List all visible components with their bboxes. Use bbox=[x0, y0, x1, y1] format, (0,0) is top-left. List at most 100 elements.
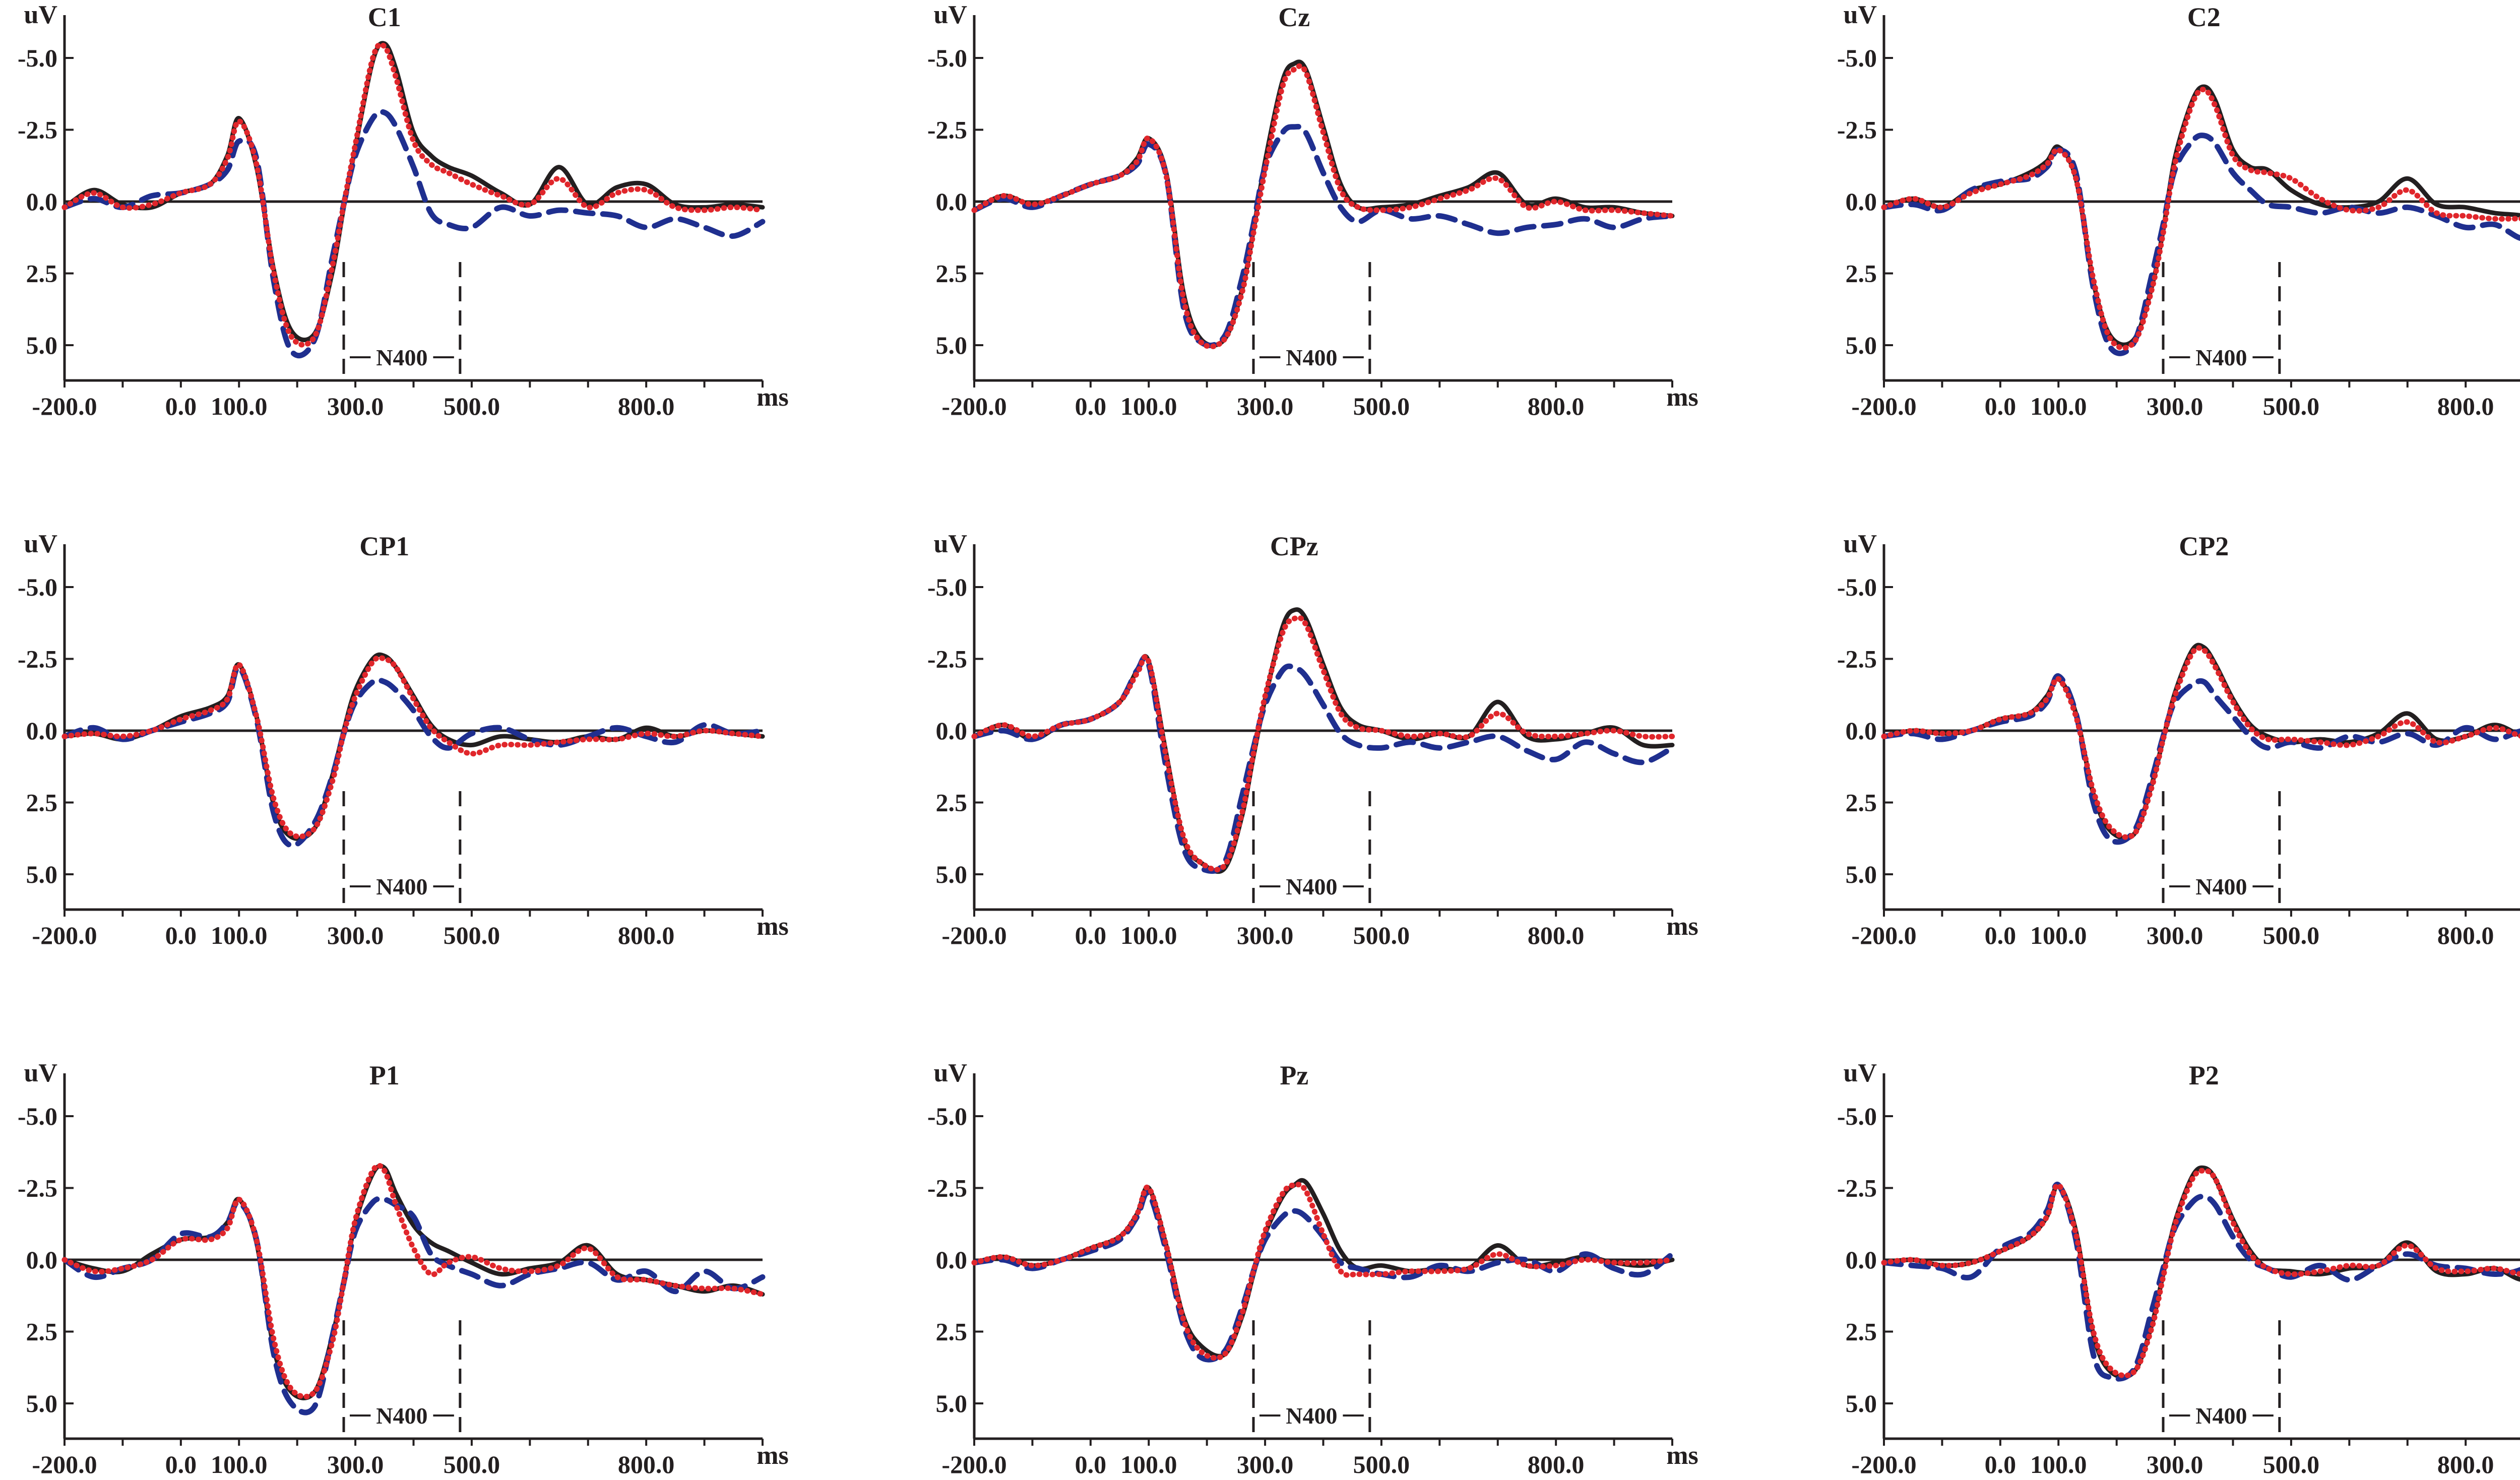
x-tick-label: 300.0 bbox=[1237, 1450, 1294, 1478]
waveform-dashed bbox=[61, 1196, 766, 1415]
erp-panel-cp1: -5.0 -2.5 0.0 2.5 5.0 uV -200.0 0.0 100.0 300.0 50… bbox=[18, 530, 789, 949]
n400-window-label: N400 bbox=[376, 874, 427, 899]
x-tick-label: -200.0 bbox=[1851, 1450, 1916, 1478]
x-tick-label: 300.0 bbox=[327, 1450, 384, 1478]
waveform-solid bbox=[62, 652, 765, 841]
panel-title: CPz bbox=[1270, 531, 1318, 561]
x-tick-label: 800.0 bbox=[2437, 921, 2494, 949]
y-tick-label: 5.0 bbox=[1846, 1389, 1877, 1418]
x-tick-label: 0.0 bbox=[1985, 392, 2017, 420]
panel-title: Pz bbox=[1280, 1060, 1308, 1090]
x-unit-label: ms bbox=[757, 1441, 789, 1470]
waveform-dotted bbox=[61, 41, 766, 348]
y-tick-label: -5.0 bbox=[1837, 1102, 1877, 1130]
x-unit-label: ms bbox=[1666, 912, 1698, 941]
x-tick-label: 500.0 bbox=[1353, 921, 1410, 949]
y-tick-label: -5.0 bbox=[927, 573, 967, 601]
x-tick-label: 800.0 bbox=[618, 921, 675, 949]
x-tick-label: 100.0 bbox=[2030, 921, 2087, 949]
erp-panel-pz: -5.0 -2.5 0.0 2.5 5.0 uV -200.0 0.0 100.0 300.0 50… bbox=[927, 1059, 1698, 1478]
y-tick-label: 2.5 bbox=[936, 789, 968, 817]
y-tick-label: -5.0 bbox=[1837, 573, 1877, 601]
y-tick-label: 0.0 bbox=[1846, 187, 1877, 216]
x-tick-label: 800.0 bbox=[1528, 1450, 1585, 1478]
x-tick-label: 300.0 bbox=[1237, 392, 1294, 420]
y-tick-label: -5.0 bbox=[18, 44, 57, 72]
x-tick-label: 100.0 bbox=[211, 921, 268, 949]
x-tick-label: -200.0 bbox=[1851, 921, 1916, 949]
y-tick-label: 0.0 bbox=[1846, 717, 1877, 745]
y-unit-label: uV bbox=[934, 1059, 967, 1087]
y-tick-label: -2.5 bbox=[1837, 645, 1877, 673]
erp-panel-cz: -5.0 -2.5 0.0 2.5 5.0 uV -200.0 0.0 100.0 300.0 50… bbox=[927, 1, 1698, 420]
n400-window-label: N400 bbox=[376, 345, 427, 370]
waveform-dashed bbox=[61, 109, 766, 359]
y-tick-label: -5.0 bbox=[18, 573, 57, 601]
erp-panel-p2: -5.0 -2.5 0.0 2.5 5.0 uV -200.0 0.0 100.0 300.0 50… bbox=[1837, 1059, 2520, 1478]
x-tick-label: 300.0 bbox=[327, 921, 384, 949]
x-tick-label: 100.0 bbox=[1120, 392, 1177, 420]
waveform-dashed bbox=[1881, 133, 2520, 356]
y-tick-label: -5.0 bbox=[927, 1102, 967, 1130]
erp-panel-c2: -5.0 -2.5 0.0 2.5 5.0 uV -200.0 0.0 100.0 300.0 50… bbox=[1837, 1, 2520, 420]
n400-window-label: N400 bbox=[1286, 874, 1337, 899]
waveform-dotted bbox=[971, 615, 1675, 873]
n400-window-label: N400 bbox=[1286, 1403, 1337, 1429]
y-tick-label: 2.5 bbox=[1846, 260, 1877, 288]
y-tick-label: 5.0 bbox=[1846, 860, 1877, 888]
x-tick-label: 500.0 bbox=[444, 921, 500, 949]
y-tick-label: 5.0 bbox=[26, 860, 58, 888]
x-tick-label: 800.0 bbox=[618, 392, 675, 420]
y-tick-label: -2.5 bbox=[927, 645, 967, 673]
x-tick-label: 800.0 bbox=[2437, 392, 2494, 420]
x-tick-label: 300.0 bbox=[1237, 921, 1294, 949]
y-unit-label: uV bbox=[1844, 1059, 1877, 1087]
y-unit-label: uV bbox=[24, 1059, 57, 1087]
y-tick-label: 0.0 bbox=[936, 187, 968, 216]
x-tick-label: 300.0 bbox=[2147, 1450, 2203, 1478]
panel-title: Cz bbox=[1278, 2, 1310, 32]
waveform-dotted bbox=[971, 1182, 1675, 1361]
y-tick-label: 5.0 bbox=[26, 1389, 58, 1418]
x-tick-label: 500.0 bbox=[2263, 921, 2320, 949]
y-tick-label: 0.0 bbox=[936, 717, 968, 745]
x-tick-label: 500.0 bbox=[2263, 1450, 2320, 1478]
panel-title: CP1 bbox=[359, 531, 409, 561]
erp-panel-cp2: -5.0 -2.5 0.0 2.5 5.0 uV -200.0 0.0 100.0 300.0 50… bbox=[1837, 530, 2520, 949]
y-tick-label: 0.0 bbox=[26, 1246, 58, 1274]
y-tick-label: 5.0 bbox=[936, 1389, 968, 1418]
erp-panel-cpz: -5.0 -2.5 0.0 2.5 5.0 uV -200.0 0.0 100.0 300.0 50… bbox=[927, 530, 1698, 949]
n400-window-label: N400 bbox=[2195, 345, 2247, 370]
y-tick-label: 2.5 bbox=[26, 260, 58, 288]
waveform-dotted bbox=[61, 655, 766, 840]
erp-panel-c1: -5.0 -2.5 0.0 2.5 5.0 uV -200.0 0.0 100.0 300.0 50… bbox=[18, 1, 789, 420]
x-tick-label: 0.0 bbox=[1075, 392, 1107, 420]
y-tick-label: 2.5 bbox=[936, 1318, 968, 1346]
y-tick-label: -2.5 bbox=[18, 116, 57, 144]
x-tick-label: -200.0 bbox=[32, 392, 97, 420]
y-tick-label: 5.0 bbox=[1846, 331, 1877, 359]
x-tick-label: -200.0 bbox=[32, 1450, 97, 1478]
x-tick-label: 500.0 bbox=[1353, 1450, 1410, 1478]
y-tick-label: -5.0 bbox=[927, 44, 967, 72]
x-tick-label: 500.0 bbox=[444, 392, 500, 420]
n400-window-label: N400 bbox=[2195, 874, 2247, 899]
x-unit-label: ms bbox=[1666, 1441, 1698, 1470]
waveform-dotted bbox=[1881, 645, 2520, 840]
panel-title: C2 bbox=[2187, 2, 2221, 32]
x-tick-label: 0.0 bbox=[165, 921, 197, 949]
x-unit-label: ms bbox=[757, 912, 789, 941]
x-tick-label: -200.0 bbox=[32, 921, 97, 949]
waveform-solid bbox=[1881, 84, 2520, 347]
x-tick-label: -200.0 bbox=[941, 1450, 1006, 1478]
y-tick-label: -2.5 bbox=[1837, 1174, 1877, 1202]
y-tick-label: 2.5 bbox=[26, 1318, 58, 1346]
waveform-dashed bbox=[1881, 673, 2520, 845]
waveform-dashed bbox=[971, 655, 1675, 874]
n400-window-label: N400 bbox=[1286, 345, 1337, 370]
x-tick-label: 0.0 bbox=[165, 1450, 197, 1478]
y-tick-label: 0.0 bbox=[26, 187, 58, 216]
x-unit-label: ms bbox=[1666, 383, 1698, 412]
y-tick-label: 2.5 bbox=[1846, 789, 1877, 817]
n400-window-label: N400 bbox=[376, 1403, 427, 1429]
